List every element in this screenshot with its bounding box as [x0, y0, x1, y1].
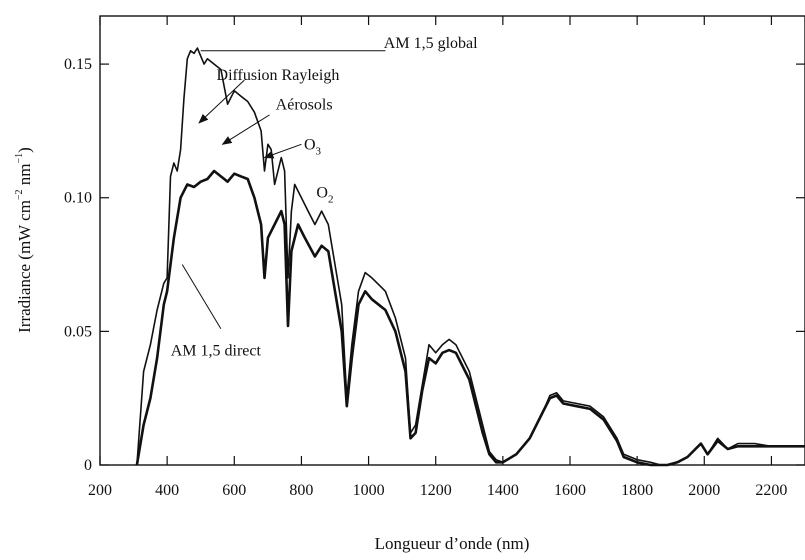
x-tick-label: 800 — [289, 482, 313, 499]
annotation-text: Aérosols — [276, 97, 333, 114]
annotation-label-global: AM 1,5 global — [384, 35, 478, 52]
annotation-label-o3: O3 — [304, 137, 322, 158]
y-axis-label-mid: nm — [15, 163, 34, 189]
annotation-text: Diffusion Rayleigh — [217, 67, 340, 84]
plot-frame — [99, 15, 805, 466]
annotation-label-rayleigh: Diffusion Rayleigh — [217, 67, 340, 84]
annotation-layer: AM 1,5 global Diffusion Rayleigh Aérosols O… — [171, 35, 478, 359]
y-tick-label: 0 — [84, 457, 92, 474]
x-tick-label: 600 — [222, 482, 246, 499]
x-tick-label: 2000 — [688, 482, 720, 499]
x-ticks: 200 400 600 800 1000 1200 1400 1600 1800 2000 2200 — [88, 16, 787, 499]
annotation-text: AM 1,5 direct — [171, 342, 262, 359]
series-layer — [135, 47, 805, 467]
series-line-direct — [135, 169, 805, 467]
x-tick-label: 1000 — [353, 482, 385, 499]
annotation-line-o3 — [263, 143, 302, 159]
x-tick-label: 1600 — [554, 482, 586, 499]
y-ticks: 0 0.05 0.10 0.15 — [64, 56, 805, 474]
y-tick-label: 0.15 — [64, 56, 92, 73]
annotation-label-direct: AM 1,5 direct — [171, 342, 262, 359]
annotation-text: O — [316, 185, 328, 202]
annotation-subscript: 3 — [316, 146, 322, 158]
y-axis-label-prefix: Irradiance (mW cm — [15, 200, 34, 333]
annotation-text: AM 1,5 global — [384, 35, 478, 52]
y-tick-label: 0.10 — [64, 190, 92, 207]
series-line-global — [136, 47, 805, 466]
annotation-label-aerosols: Aérosols — [276, 97, 333, 114]
x-tick-label: 1200 — [420, 482, 452, 499]
y-tick-label: 0.05 — [64, 323, 92, 340]
x-axis-label: Longueur d’onde (nm) — [375, 534, 530, 553]
y-axis-label-suffix: ) — [15, 147, 34, 153]
x-tick-label: 200 — [88, 482, 112, 499]
y-axis-label: Irradiance (mW cm−2 nm−1) — [14, 147, 34, 333]
annotation-text: O — [304, 137, 316, 154]
annotation-line-direct — [181, 264, 222, 329]
x-tick-label: 1400 — [487, 482, 519, 499]
x-tick-label: 1800 — [621, 482, 653, 499]
annotation-label-o2: O2 — [316, 185, 333, 206]
x-tick-label: 2200 — [755, 482, 787, 499]
y-axis-label-sup1: −2 — [14, 189, 25, 200]
annotation-line-rayleigh — [198, 79, 245, 124]
x-tick-label: 400 — [155, 482, 179, 499]
annotation-subscript: 2 — [328, 194, 334, 206]
annotation-line-aerosols — [221, 114, 270, 145]
y-axis-label-sup2: −1 — [14, 153, 25, 164]
